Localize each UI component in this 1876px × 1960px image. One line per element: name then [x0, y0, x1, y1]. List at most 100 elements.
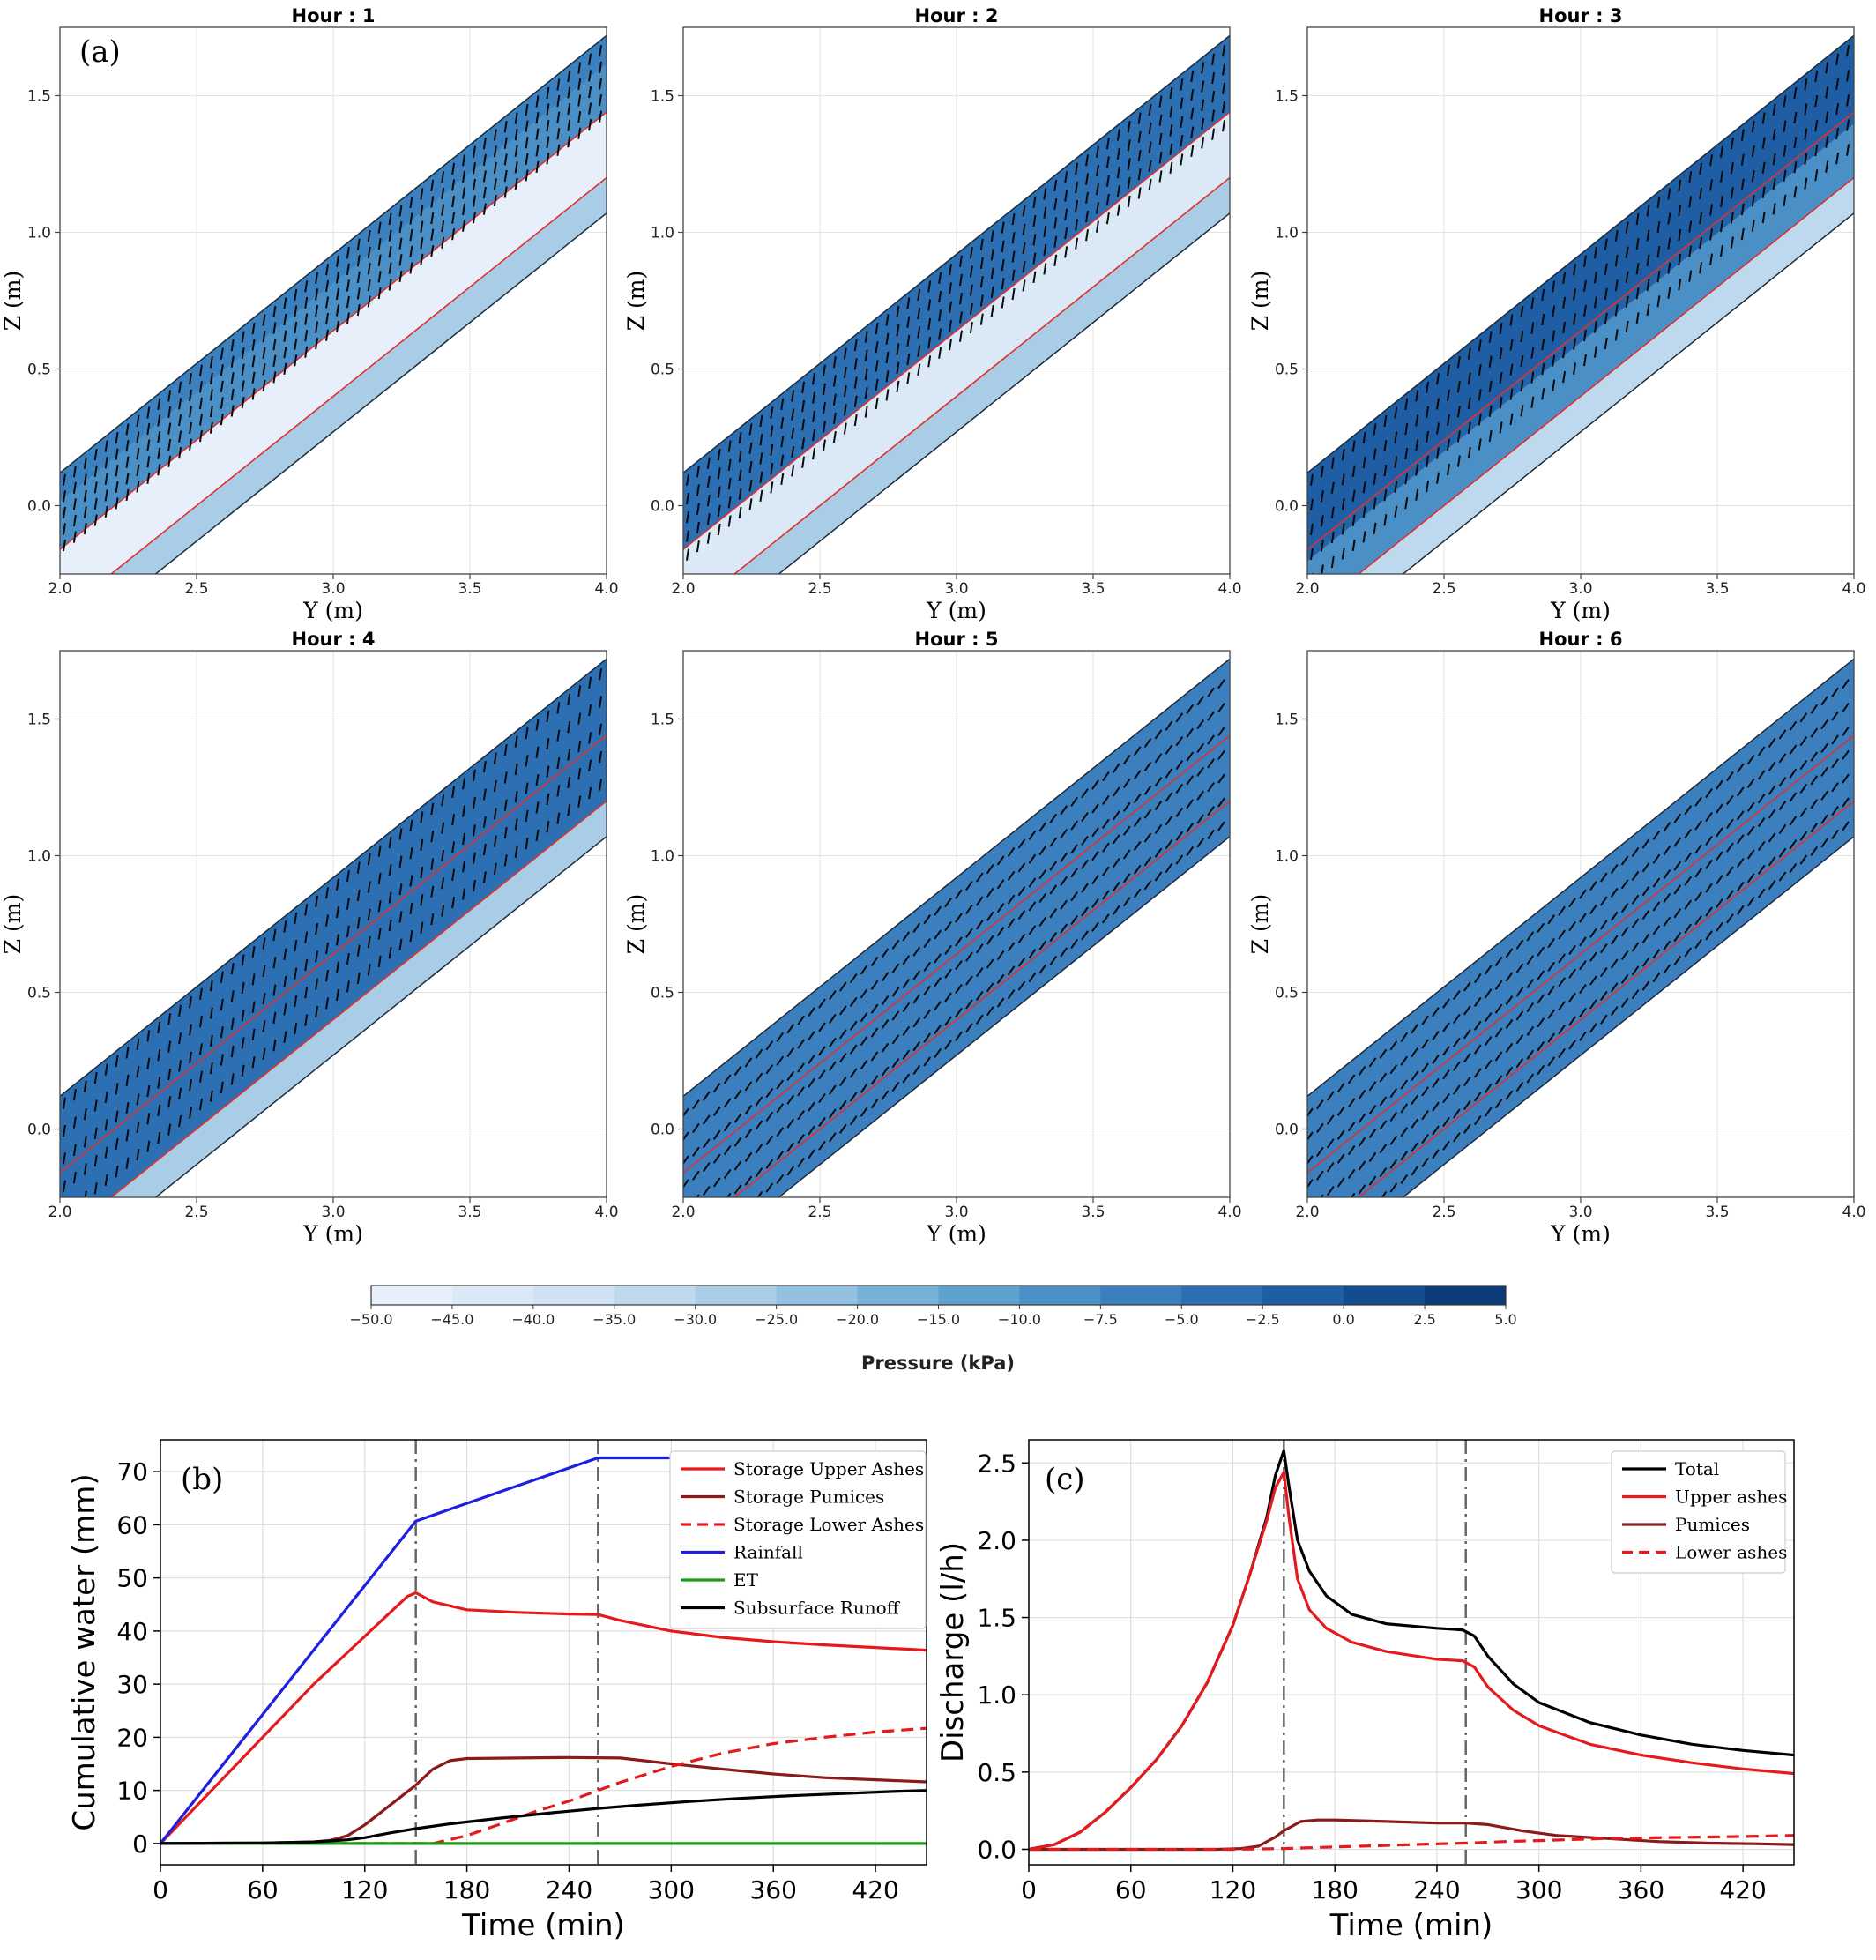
velocity-arrow [1165, 768, 1173, 779]
velocity-arrow [986, 1006, 994, 1017]
velocity-arrow [1568, 1016, 1576, 1026]
velocity-arrow [1400, 1055, 1409, 1066]
velocity-arrow [1456, 406, 1461, 418]
velocity-arrow [599, 668, 603, 681]
velocity-arrow [1610, 982, 1619, 993]
velocity-arrow [748, 442, 753, 454]
velocity-arrow [62, 1152, 66, 1165]
velocity-arrow [875, 378, 879, 391]
velocity-arrow [472, 145, 476, 158]
velocity-arrow [577, 110, 582, 123]
velocity-arrow [420, 188, 424, 200]
velocity-arrow [1446, 463, 1450, 476]
colorbar-tick-label: −40.0 [511, 1311, 555, 1328]
velocity-arrow [1306, 1226, 1313, 1235]
colorbar-segment [1019, 1286, 1101, 1305]
velocity-arrow [546, 765, 550, 778]
velocity-arrow [1541, 338, 1545, 351]
velocity-arrow [1442, 1046, 1450, 1056]
velocity-arrow [567, 803, 571, 816]
velocity-arrow [420, 220, 424, 233]
velocity-arrow [1070, 868, 1078, 878]
y-tick-label: 1.0 [651, 225, 674, 242]
velocity-arrow [1347, 1074, 1356, 1084]
velocity-arrow [556, 812, 561, 824]
velocity-arrow [1547, 985, 1556, 995]
velocity-arrow [1112, 786, 1120, 797]
velocity-arrow [717, 467, 721, 480]
velocity-arrow [1122, 873, 1131, 883]
velocity-arrow [759, 471, 763, 483]
velocity-arrow [1394, 505, 1398, 518]
velocity-arrow [1537, 1017, 1545, 1028]
colorbar-tick-label: −35.0 [592, 1311, 636, 1328]
velocity-arrow [969, 321, 973, 334]
velocity-arrow [251, 339, 256, 351]
velocity-arrow [818, 1069, 826, 1080]
velocity-arrow [1453, 1013, 1461, 1025]
velocity-arrow [451, 195, 456, 208]
velocity-arrow [1316, 1099, 1324, 1110]
velocity-arrow [1336, 1153, 1345, 1164]
y-tick-label: 30 [116, 1670, 148, 1699]
velocity-arrow [896, 380, 900, 393]
velocity-arrow [1368, 1057, 1377, 1068]
x-tick-label: 3.0 [944, 1204, 968, 1221]
velocity-arrow [1835, 53, 1840, 65]
velocity-arrow [1112, 881, 1120, 891]
velocity-arrow [430, 179, 435, 192]
velocity-arrow [1070, 820, 1078, 831]
velocity-arrow [1505, 1066, 1514, 1077]
slope-bottom-line [778, 212, 1230, 574]
velocity-arrow [1122, 778, 1131, 788]
velocity-arrow [712, 1106, 721, 1116]
velocity-arrow [1432, 1101, 1440, 1112]
velocity-arrow [755, 1120, 763, 1130]
velocity-arrow [1656, 245, 1661, 258]
velocity-arrow [451, 896, 456, 909]
velocity-arrow [797, 1133, 805, 1144]
velocity-arrow [1049, 861, 1058, 871]
velocity-arrow [1488, 380, 1493, 392]
velocity-arrow [1820, 766, 1829, 777]
velocity-arrow [1309, 548, 1314, 561]
velocity-arrow [860, 1059, 868, 1070]
x-tick-label: 2.5 [808, 580, 831, 598]
velocity-arrow [1515, 939, 1524, 950]
velocity-arrow [1825, 136, 1829, 148]
velocity-arrow [1740, 227, 1745, 241]
velocity-arrow [1582, 304, 1587, 317]
velocity-arrow [567, 693, 571, 706]
velocity-arrow [1599, 990, 1608, 1001]
velocity-arrow [1158, 152, 1163, 164]
velocity-arrow [567, 721, 571, 734]
velocity-arrow [696, 1194, 700, 1197]
velocity-arrow [1751, 145, 1755, 158]
velocity-arrow [1421, 1015, 1429, 1025]
velocity-arrow [1761, 161, 1766, 174]
velocity-arrow [1154, 847, 1163, 858]
velocity-arrow [115, 448, 119, 460]
velocity-arrow [294, 288, 298, 302]
velocity-arrow [1599, 896, 1608, 906]
velocity-arrow [1673, 861, 1682, 871]
velocity-arrow [462, 832, 466, 846]
velocity-arrow [975, 966, 984, 978]
colorbar-segment [1100, 1286, 1182, 1305]
velocity-arrow [93, 497, 98, 510]
velocity-arrow [1740, 129, 1745, 141]
velocity-arrow [1740, 153, 1745, 166]
velocity-arrow [891, 1034, 900, 1045]
velocity-arrow [1321, 564, 1324, 574]
velocity-arrow [744, 1105, 753, 1115]
velocity-arrow [1599, 943, 1608, 954]
velocity-arrow [335, 905, 339, 919]
velocity-arrow [1190, 108, 1195, 120]
velocity-arrow [1404, 497, 1409, 510]
velocity-arrow [1778, 753, 1787, 764]
velocity-arrow [902, 1073, 911, 1084]
slope-surface-line [60, 658, 607, 1097]
velocity-arrow [1705, 788, 1713, 799]
velocity-arrow [198, 364, 203, 376]
